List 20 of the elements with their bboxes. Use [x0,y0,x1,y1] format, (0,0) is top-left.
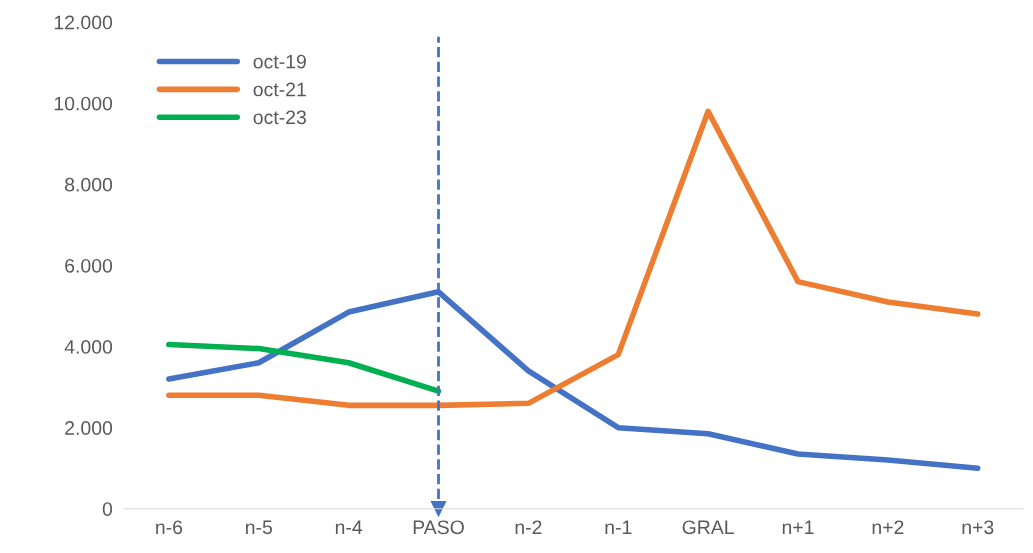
x-tick-label: n-1 [605,520,632,534]
x-tick-label: n-6 [156,520,183,535]
y-tick-label: 0 [102,502,113,516]
x-tick-label: n-2 [515,520,542,534]
y-tick-label: 12.000 [54,15,113,30]
legend-label: oct-23 [253,110,306,125]
x-tick-label: n+2 [872,520,904,534]
x-tick-label: n-5 [246,520,272,535]
y-tick-label: 10.000 [54,96,113,111]
y-tick-label: 4.000 [64,340,113,354]
legend-label: oct-21 [253,82,306,97]
x-tick-label: GRAL [682,520,734,535]
x-tick-label: n-4 [335,520,363,534]
x-tick-label: PASO [413,520,464,535]
y-tick-label: 8.000 [65,177,113,192]
legend-label: oct-19 [253,54,306,69]
y-tick-label: 2.000 [65,421,113,435]
x-tick-label: n+3 [962,520,994,535]
y-tick-label: 6.000 [65,258,113,273]
x-tick-label: n+1 [782,520,814,534]
